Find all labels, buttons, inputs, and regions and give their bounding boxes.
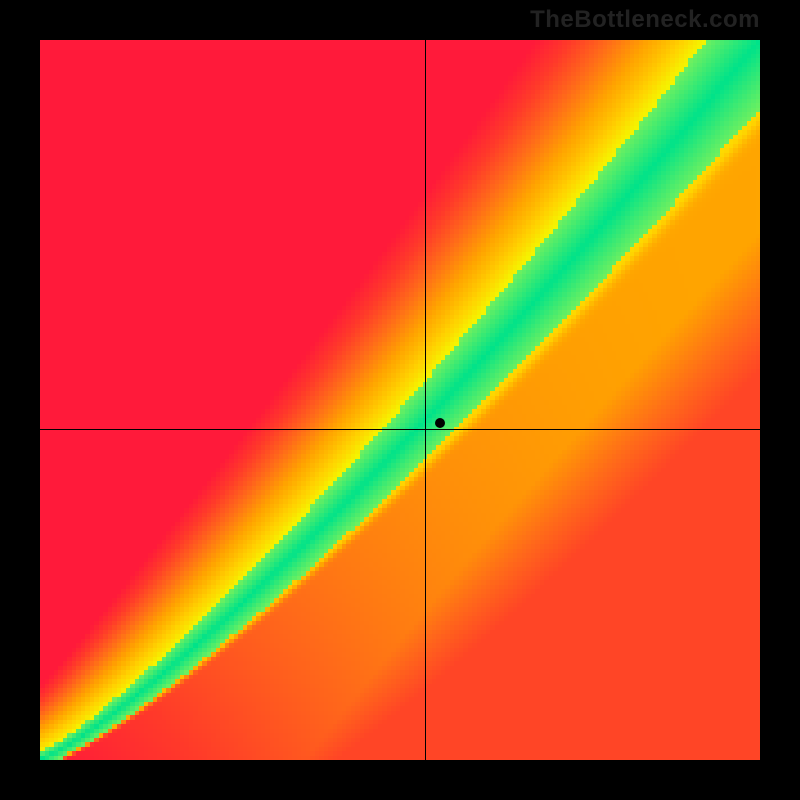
heatmap-plot (40, 40, 760, 760)
watermark-text: TheBottleneck.com (530, 6, 760, 34)
heatmap-canvas (40, 40, 760, 760)
selected-point-marker (435, 418, 445, 428)
